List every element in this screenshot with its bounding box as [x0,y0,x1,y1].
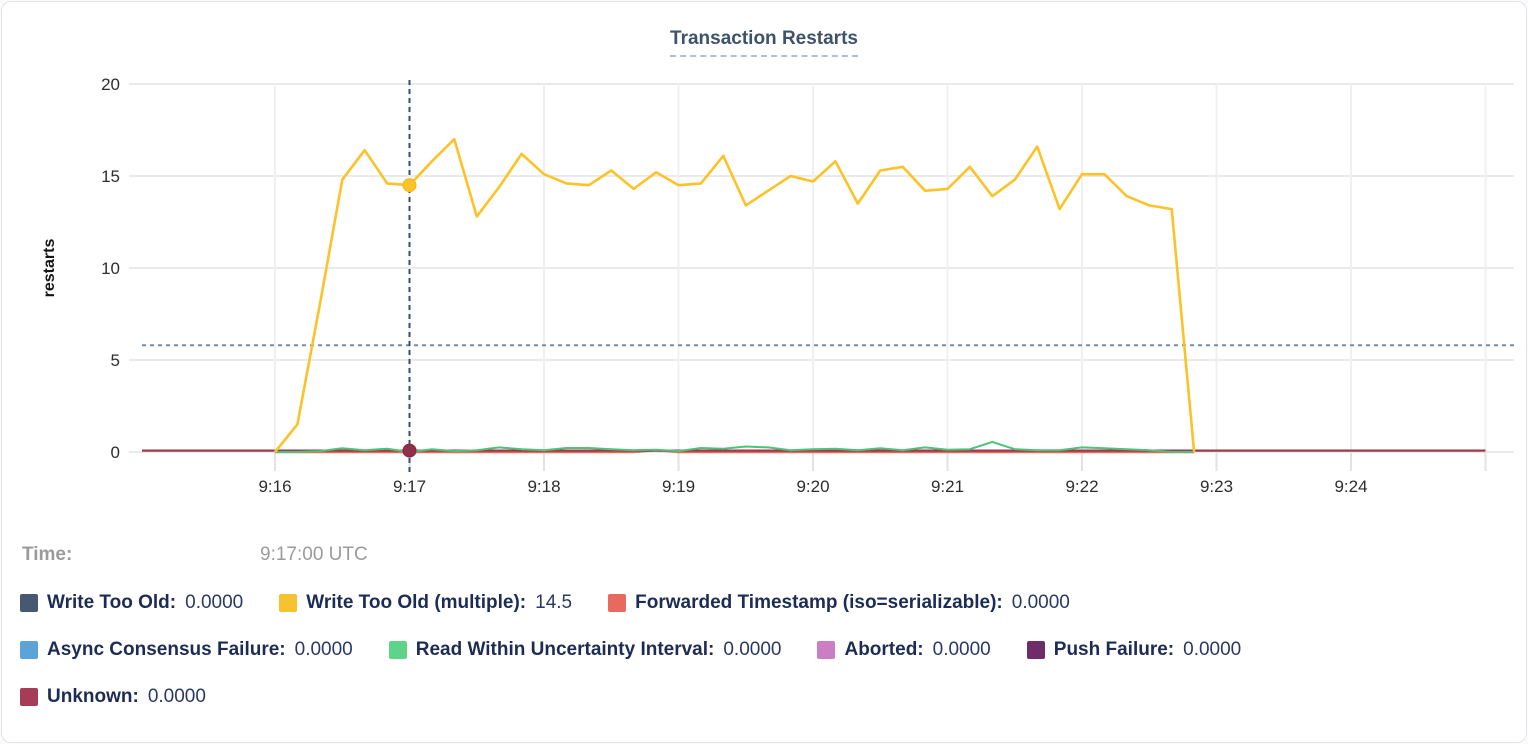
legend-series-value: 0.0000 [723,639,782,660]
chart-title[interactable]: Transaction Restarts [670,28,858,57]
x-tick-label: 9:18 [527,477,560,496]
legend-item-async-consensus-failure[interactable]: Async Consensus Failure: 0.0000 [20,639,353,661]
legend-item-aborted[interactable]: Aborted: 0.0000 [817,639,991,661]
transaction-restarts-chart[interactable]: 0 5 10 15 20 9:16 9:17 9:18 9:19 9:20 9:21 9:22 9:23… [2,2,1527,517]
legend-series-value: 0.0000 [1183,639,1242,660]
legend-item-read-within-uncertainty-interval[interactable]: Read Within Uncertainty Interval: 0.0000 [388,639,782,661]
legend-series-value: 0.0000 [147,686,206,707]
legend-series-label: Write Too Old (multiple): [306,592,527,613]
x-tick-label: 9:19 [662,477,695,496]
hover-time-row: Time: 9:17:00 UTC [22,544,1502,566]
y-tick-label: 15 [101,167,120,186]
legend-series-value: 0.0000 [185,592,244,613]
legend-swatch [20,594,38,612]
y-tick-label: 20 [101,75,120,94]
x-tick-label: 9:22 [1065,477,1098,496]
legend-swatch [20,688,38,706]
legend-swatch [817,641,836,659]
y-tick-label: 5 [111,351,120,370]
time-label: Time: [22,544,73,565]
legend-item-write-too-old[interactable]: Write Too Old: 0.0000 [20,592,243,614]
legend-row: Unknown: 0.0000 [20,686,1510,708]
series-line-write-too-old-multiple [273,137,1196,453]
time-value: 9:17:00 UTC [260,544,368,565]
legend-series-label: Aborted: [844,639,924,660]
chart-legend: Write Too Old: 0.0000 Write Too Old (multi… [20,592,1510,733]
y-tick-label: 10 [101,259,120,278]
legend-series-label: Push Failure: [1053,639,1175,660]
y-tick-label: 0 [111,443,120,462]
x-tick-label: 9:17 [393,477,426,496]
x-tick-label: 9:21 [931,477,964,496]
y-axis-label: restarts [41,238,58,298]
legend-series-label: Read Within Uncertainty Interval: [415,639,715,660]
legend-swatch [20,641,38,659]
legend-item-unknown[interactable]: Unknown: 0.0000 [20,686,206,708]
x-tick-label: 9:20 [796,477,829,496]
legend-series-label: Async Consensus Failure: [47,639,286,660]
legend-swatch [608,594,627,612]
legend-series-value: 0.0000 [932,639,991,660]
series-line-forwarded-timestamp [275,449,1195,454]
series-line-read-within-uncertainty [275,440,1195,453]
legend-series-value: 0.0000 [294,639,353,660]
legend-series-label: Write Too Old: [47,592,177,613]
legend-row: Write Too Old: 0.0000 Write Too Old (multi… [20,592,1510,614]
legend-series-value: 14.5 [535,592,573,613]
legend-swatch [388,641,407,659]
x-tick-label: 9:23 [1200,477,1233,496]
x-tick-label: 9:24 [1334,477,1367,496]
legend-row: Async Consensus Failure: 0.0000 Read Withi… [20,639,1510,661]
legend-item-write-too-old-multiple[interactable]: Write Too Old (multiple): 14.5 [279,592,572,614]
legend-swatch [279,594,298,612]
hover-dot-unknown [402,443,417,458]
hover-dot-write-too-old-multiple [402,178,417,193]
x-tick-label: 9:16 [258,477,291,496]
legend-swatch [1026,641,1045,659]
legend-series-label: Unknown: [47,686,139,707]
legend-series-label: Forwarded Timestamp (iso=serializable): [635,592,1003,613]
legend-series-value: 0.0000 [1011,592,1070,613]
legend-item-forwarded-timestamp-iso-serializable[interactable]: Forwarded Timestamp (iso=serializable): 0… [608,592,1070,614]
legend-item-push-failure[interactable]: Push Failure: 0.0000 [1026,639,1242,661]
chart-header: Transaction Restarts [2,28,1526,57]
